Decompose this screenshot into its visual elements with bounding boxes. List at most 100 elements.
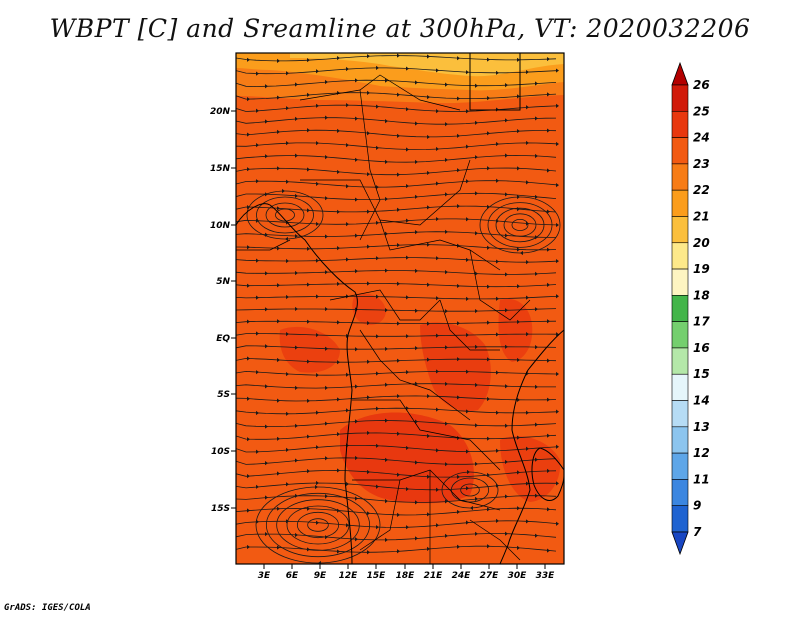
streamline-arrowhead [517,94,520,99]
streamline-arrowhead [367,90,370,95]
streamline-arrowhead [415,346,418,351]
colorbar-swatch [671,505,689,533]
streamline-arrowhead [466,296,469,301]
streamline-vortex [265,492,371,558]
streamline-arrowhead [256,71,259,76]
streamline [236,154,557,163]
streamline-arrowhead [526,446,529,451]
streamline [236,244,557,251]
streamline-arrowhead [376,256,379,261]
colorbar-swatch [671,295,689,322]
streamline-arrowhead [355,157,358,162]
streamline-vortex [307,518,329,532]
streamline-arrowhead [496,448,499,453]
streamline [236,457,557,465]
streamline-arrowhead [475,423,478,428]
streamline-arrowhead [526,295,529,300]
streamline-arrowhead [487,507,490,512]
streamline-arrowhead [466,109,469,114]
streamline-arrowhead [415,159,418,165]
streamline-arrowhead [307,128,310,133]
streamline-arrowhead [556,141,559,147]
streamline-arrowhead [466,369,469,374]
streamline-arrowhead [470,505,473,511]
y-tick-label: 15N [210,164,231,174]
streamline-arrowhead [517,506,520,511]
streamline-arrowhead [325,535,328,540]
streamline-arrowhead [466,449,469,454]
streamline-arrowhead [256,331,259,336]
streamline-arrowhead [265,84,268,89]
streamline-arrowhead [547,168,550,173]
streamline-arrowhead [286,371,289,377]
streamline-arrowhead [427,512,430,517]
streamline-arrowhead [505,233,508,238]
map-area [236,53,564,564]
streamline-arrowhead [337,320,340,325]
streamline-arrowhead [247,544,250,550]
colorbar-label: 16 [693,341,710,355]
streamline-arrowhead [397,207,400,212]
streamline-arrowhead [397,431,400,436]
streamline-arrowhead [517,357,520,363]
streamline [236,533,557,541]
streamline-arrowhead [427,433,430,439]
streamline-arrowhead [487,544,490,549]
streamline-arrowhead [316,410,319,415]
streamline-arrowhead [385,346,388,352]
streamline-arrowhead [397,512,400,517]
streamline-vortex [495,207,545,243]
streamline-arrowhead [526,410,529,415]
streamline-arrowhead [325,115,328,120]
streamline [236,129,557,138]
streamline-arrowhead [277,357,280,363]
streamline-arrowhead [496,141,499,147]
streamline-vortex [265,202,305,228]
streamline-vortex [256,196,314,234]
streamline-arrowhead [547,282,550,287]
streamline-arrowhead [487,436,490,441]
streamline-arrowhead [535,194,538,200]
streamline-arrowhead [355,455,358,461]
streamline-arrowhead [315,484,318,490]
streamline-vortex [275,208,295,222]
streamline-arrowhead [376,220,379,225]
streamline-arrowhead [397,92,400,97]
streamline-arrowhead [316,332,319,338]
colorbar-top-arrow [671,61,689,86]
streamline-arrowhead [355,116,358,121]
x-tick-label: 9E [314,571,327,581]
streamline-arrowhead [466,257,469,262]
streamline-arrowhead [517,284,520,289]
streamline [236,507,557,516]
streamline [236,180,557,188]
streamline-arrowhead [496,410,499,415]
streamline-arrowhead [505,153,508,158]
streamline-arrowhead [346,408,349,413]
streamline-arrowhead [415,194,418,199]
streamline-arrowhead [385,382,388,387]
streamline-arrowhead [547,128,550,133]
streamline-arrowhead [466,409,469,414]
streamline-arrowhead [316,294,319,299]
streamline-arrowhead [376,406,379,411]
streamline-arrowhead [445,309,448,314]
field-band-20 [290,53,564,77]
streamline-arrowhead [286,294,289,300]
streamline-arrowhead [397,393,400,399]
streamline [236,432,557,440]
streamline [236,333,557,337]
streamline-arrowhead [307,434,310,439]
streamline [236,192,557,201]
streamline-arrowhead [496,70,499,75]
streamline-arrowhead [277,506,280,511]
streamline-arrowhead [325,421,328,426]
streamline-arrowhead [316,258,319,263]
colorbar-swatch [671,321,689,349]
streamline-arrowhead [256,410,259,416]
streamline-arrowhead [547,507,550,512]
streamline-arrowhead [406,218,409,223]
streamline-arrowhead [325,234,328,239]
streamline-arrowhead [535,384,538,390]
streamline-arrowhead [496,296,499,301]
